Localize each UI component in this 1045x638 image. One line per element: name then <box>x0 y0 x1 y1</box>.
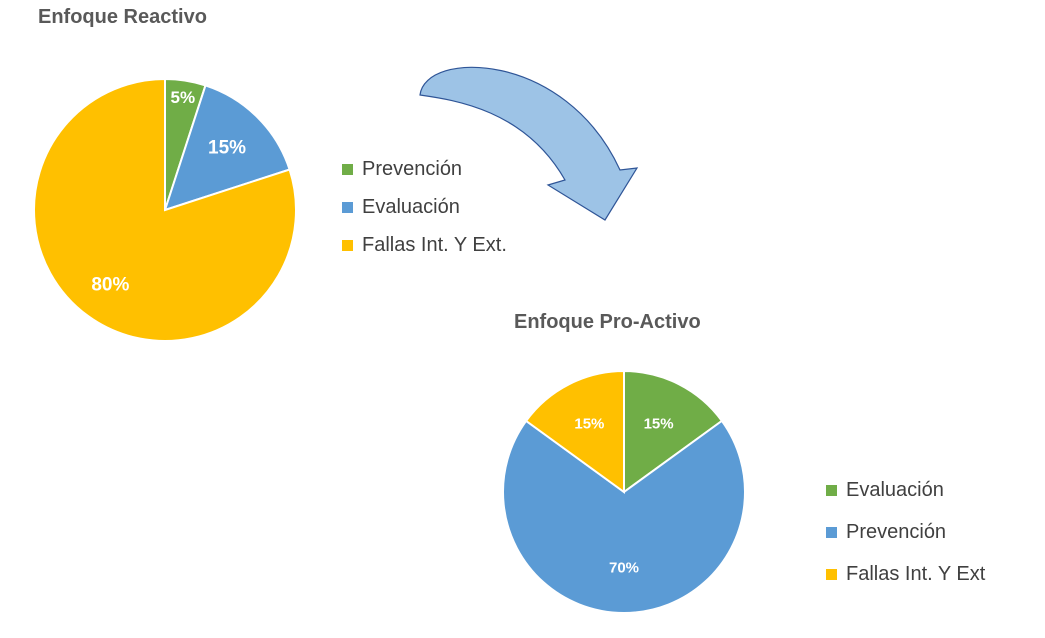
legend-item: Fallas Int. Y Ext. <box>342 226 507 264</box>
pie-chart-reactive: 5% 15% 80% <box>33 77 297 342</box>
data-label-1-1: 70% <box>609 560 639 577</box>
legend-swatch <box>342 239 353 251</box>
legend-item: Prevención <box>826 511 985 553</box>
data-label-0-0: 5% <box>171 88 196 107</box>
legend-swatch <box>826 568 837 580</box>
chart-title-reactive: Enfoque Reactivo <box>38 6 207 28</box>
legend-swatch <box>826 526 837 538</box>
legend-label: Evaluación <box>846 478 944 501</box>
data-label-0-2: 80% <box>91 275 129 296</box>
pie-slice-0-2 <box>33 77 297 342</box>
legend-swatch <box>342 163 353 175</box>
legend-proactive: Evaluación Prevención Fallas Int. Y Ext <box>826 469 985 595</box>
legend-label: Prevención <box>362 157 463 180</box>
legend-swatch <box>826 484 837 496</box>
legend-reactive: Prevención Evaluación Fallas Int. Y Ext. <box>342 150 507 264</box>
legend-label: Evaluación <box>362 195 460 218</box>
legend-item: Prevención <box>342 150 507 188</box>
chart-title-proactive: Enfoque Pro-Activo <box>514 311 701 333</box>
legend-item: Evaluación <box>826 469 985 511</box>
data-label-1-2: 15% <box>574 416 604 433</box>
legend-label: Fallas Int. Y Ext <box>846 562 986 585</box>
data-label-0-1: 15% <box>208 137 246 158</box>
curved-arrow-icon <box>419 66 639 221</box>
legend-swatch <box>342 201 353 213</box>
data-label-1-0: 15% <box>644 416 674 433</box>
pie-slice-1-2 <box>524 369 625 494</box>
pie-chart-proactive: 15% 70% 15% <box>502 369 746 614</box>
legend-label: Prevención <box>846 520 947 543</box>
legend-item: Fallas Int. Y Ext <box>826 553 985 595</box>
legend-label: Fallas Int. Y Ext. <box>362 233 507 256</box>
legend-item: Evaluación <box>342 188 507 226</box>
pie-slice-1-0 <box>623 369 724 494</box>
pie-slice-1-1 <box>502 419 746 614</box>
